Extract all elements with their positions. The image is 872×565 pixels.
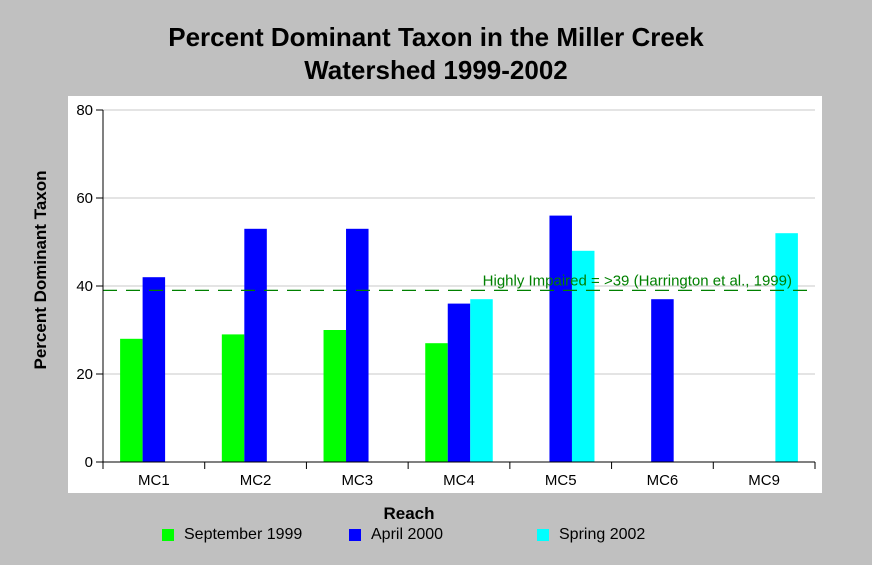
- threshold-annotation: Highly Impaired = >39 (Harrington et al.…: [483, 272, 792, 289]
- x-tick-label: MC4: [443, 472, 475, 489]
- legend-swatch: [349, 529, 361, 541]
- bar-mc4-series-1: [447, 303, 471, 462]
- x-tick-label: MC2: [240, 472, 272, 489]
- y-tick-label: 40: [76, 278, 93, 295]
- bar-mc4-series-0: [425, 343, 448, 462]
- x-tick-label: MC5: [545, 472, 577, 489]
- x-tick-label: MC9: [748, 472, 780, 489]
- bar-mc1-series-1: [142, 277, 166, 462]
- axes: 0 20 40 60 80 MC1 MC2 MC3 MC4 MC5 MC6 MC9: [76, 102, 816, 489]
- x-tick-label: MC3: [341, 472, 373, 489]
- y-tick-label: 20: [76, 366, 93, 383]
- legend-swatch: [537, 529, 549, 541]
- legend-label: Spring 2002: [559, 526, 646, 543]
- x-axis-label: Reach: [383, 504, 434, 523]
- x-tick-label: MC1: [138, 472, 170, 489]
- threshold-line: Highly Impaired = >39 (Harrington et al.…: [103, 272, 815, 291]
- bar-mc1-series-0: [120, 338, 143, 462]
- legend-label: April 2000: [371, 526, 444, 543]
- y-axis-label: Percent Dominant Taxon: [31, 171, 50, 370]
- y-tick-label: 0: [85, 454, 93, 471]
- bars: [120, 215, 798, 462]
- bar-mc9-series-2: [775, 233, 798, 462]
- x-tick-label: MC6: [647, 472, 679, 489]
- bar-mc5-series-1: [549, 215, 572, 462]
- bar-mc2-series-1: [244, 228, 267, 462]
- grid-lines: [103, 109, 815, 375]
- bar-mc5-series-2: [571, 250, 595, 462]
- y-tick-label: 80: [76, 102, 93, 119]
- bar-mc3-series-1: [346, 228, 369, 462]
- bar-mc6-series-1: [651, 299, 674, 462]
- chart-title-line-2: Watershed 1999-2002: [304, 55, 568, 85]
- y-tick-label: 60: [76, 190, 93, 207]
- legend-label: September 1999: [184, 526, 303, 543]
- bar-mc3-series-0: [323, 330, 347, 462]
- chart-title-line-1: Percent Dominant Taxon in the Miller Cre…: [168, 22, 704, 52]
- legend-swatch: [162, 529, 174, 541]
- bar-mc2-series-0: [221, 334, 245, 462]
- bar-mc4-series-2: [470, 299, 493, 462]
